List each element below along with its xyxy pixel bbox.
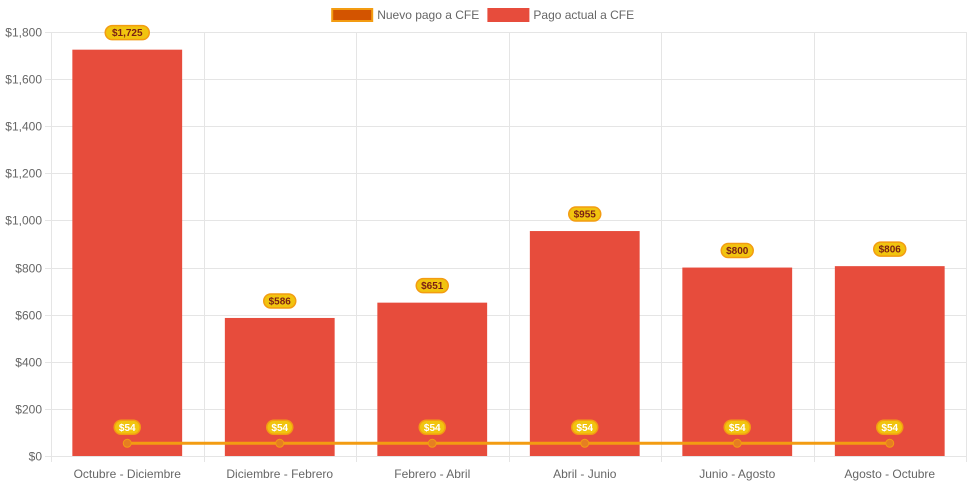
- bar-value-label: $651: [421, 281, 444, 292]
- x-tick-label: Octubre - Diciembre: [74, 467, 182, 481]
- bar-value-label: $955: [574, 210, 597, 221]
- line-point[interactable]: [427, 438, 437, 448]
- line-value-label: $54: [576, 423, 593, 434]
- bar-value-label: $586: [269, 296, 292, 307]
- line-value-label-badge: [571, 419, 599, 436]
- bar[interactable]: [224, 317, 335, 456]
- line-point[interactable]: [732, 438, 742, 448]
- bar-value-label-badge: [104, 24, 150, 41]
- y-tick-label: $1,600: [5, 73, 42, 87]
- line-point[interactable]: [580, 438, 590, 448]
- y-tick-label: $400: [15, 356, 42, 370]
- y-tick-label: $0: [29, 450, 43, 464]
- bar-value-label-badge: [263, 293, 297, 309]
- bar[interactable]: [72, 49, 183, 457]
- bar-value-label-badge: [873, 241, 907, 257]
- line-value-label-badge: [418, 419, 446, 436]
- y-tick-label: $1,400: [5, 120, 42, 134]
- line-point[interactable]: [275, 438, 285, 448]
- y-tick-label: $1,000: [5, 214, 42, 228]
- line-value-label-badge: [876, 419, 904, 436]
- x-tick-label: Diciembre - Febrero: [226, 467, 333, 481]
- line-value-label-badge: [113, 419, 141, 436]
- line-value-label: $54: [881, 423, 898, 434]
- bar-value-label-badge: [720, 242, 754, 259]
- x-tick-label: Junio - Agosto: [699, 467, 775, 481]
- y-tick-label: $1,800: [5, 26, 42, 40]
- x-tick-label: Agosto - Octubre: [844, 467, 935, 481]
- bar-value-label: $1,725: [112, 28, 143, 39]
- legend-label[interactable]: Nuevo pago a CFE: [377, 8, 479, 22]
- legend-swatch[interactable]: [487, 8, 530, 22]
- line-value-label: $54: [729, 423, 746, 434]
- line-point[interactable]: [122, 438, 132, 448]
- line-value-label: $54: [424, 423, 441, 434]
- bar-value-label: $800: [726, 246, 749, 257]
- y-tick-label: $1,200: [5, 167, 42, 181]
- y-tick-label: $600: [15, 309, 42, 323]
- bar[interactable]: [529, 231, 640, 456]
- line-value-label: $54: [271, 423, 288, 434]
- y-tick-label: $200: [15, 403, 42, 417]
- legend-swatch[interactable]: [331, 8, 374, 22]
- line-value-label-badge: [723, 419, 751, 436]
- legend-label[interactable]: Pago actual a CFE: [533, 8, 634, 22]
- y-tick-label: $800: [15, 262, 42, 276]
- line-value-label: $54: [119, 423, 136, 434]
- x-tick-label: Febrero - Abril: [394, 467, 470, 481]
- line-point[interactable]: [885, 438, 895, 448]
- bar-value-label-badge: [568, 206, 602, 222]
- bar-value-label: $806: [879, 245, 902, 256]
- line-value-label-badge: [266, 419, 294, 436]
- x-tick-label: Abril - Junio: [553, 467, 617, 481]
- bar-value-label-badge: [415, 277, 449, 294]
